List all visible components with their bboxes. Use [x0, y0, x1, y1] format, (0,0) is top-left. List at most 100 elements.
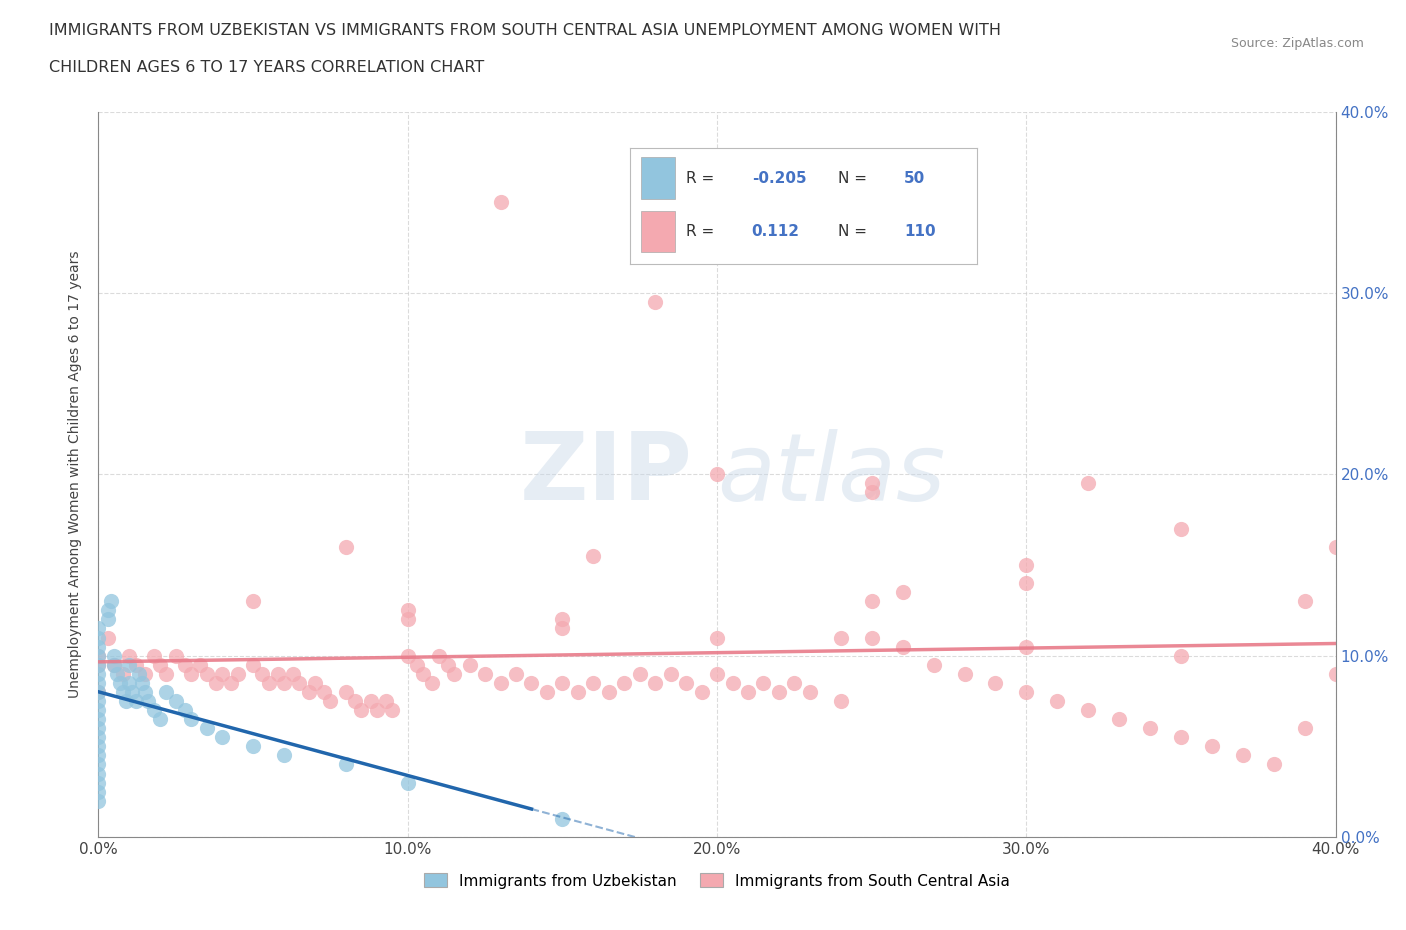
Point — [1294, 594, 1316, 609]
Point — [155, 684, 177, 699]
Text: Source: ZipAtlas.com: Source: ZipAtlas.com — [1230, 37, 1364, 50]
Point — [242, 594, 264, 609]
Point — [87, 648, 110, 663]
Point — [860, 594, 883, 609]
Point — [860, 631, 883, 645]
Point — [598, 684, 620, 699]
Point — [87, 675, 110, 690]
Point — [489, 195, 512, 210]
Point — [1170, 648, 1192, 663]
Legend: Immigrants from Uzbekistan, Immigrants from South Central Asia: Immigrants from Uzbekistan, Immigrants f… — [418, 868, 1017, 895]
Point — [105, 667, 128, 682]
Point — [582, 549, 605, 564]
Point — [1108, 711, 1130, 726]
Point — [242, 658, 264, 672]
Point — [87, 639, 110, 654]
Point — [87, 658, 110, 672]
Point — [97, 612, 120, 627]
Point — [675, 675, 697, 690]
Text: CHILDREN AGES 6 TO 17 YEARS CORRELATION CHART: CHILDREN AGES 6 TO 17 YEARS CORRELATION … — [49, 60, 485, 75]
Point — [830, 631, 852, 645]
Point — [149, 711, 172, 726]
Point — [304, 675, 326, 690]
Point — [422, 675, 444, 690]
Point — [87, 721, 110, 736]
Point — [706, 667, 728, 682]
Point — [458, 658, 481, 672]
Point — [891, 585, 914, 600]
Point — [366, 703, 388, 718]
Point — [108, 675, 131, 690]
Point — [752, 675, 775, 690]
Point — [134, 684, 156, 699]
Point — [165, 648, 187, 663]
Point — [257, 675, 280, 690]
Point — [551, 675, 574, 690]
Point — [87, 776, 110, 790]
Point — [582, 675, 605, 690]
Point — [273, 748, 295, 763]
Point — [87, 648, 110, 663]
Point — [1015, 558, 1038, 573]
Point — [87, 658, 110, 672]
Point — [87, 631, 110, 645]
Point — [427, 648, 450, 663]
Point — [690, 684, 713, 699]
Point — [644, 675, 666, 690]
Point — [314, 684, 336, 699]
Point — [87, 757, 110, 772]
Point — [1232, 748, 1254, 763]
Point — [242, 738, 264, 753]
Point — [190, 658, 212, 672]
Text: ZIP: ZIP — [519, 429, 692, 520]
Point — [87, 793, 110, 808]
Point — [87, 667, 110, 682]
Y-axis label: Unemployment Among Women with Children Ages 6 to 17 years: Unemployment Among Women with Children A… — [69, 250, 83, 698]
Point — [1170, 521, 1192, 536]
Point — [97, 631, 120, 645]
Point — [1201, 738, 1223, 753]
Point — [103, 648, 125, 663]
Point — [221, 675, 243, 690]
Point — [360, 694, 382, 709]
Point — [396, 776, 419, 790]
Point — [155, 667, 177, 682]
Point — [211, 667, 233, 682]
Point — [87, 621, 110, 636]
Point — [706, 467, 728, 482]
Point — [115, 694, 138, 709]
Point — [100, 594, 122, 609]
Point — [124, 694, 146, 709]
Point — [121, 684, 143, 699]
Point — [613, 675, 636, 690]
Point — [659, 667, 682, 682]
Point — [335, 539, 357, 554]
Point — [406, 658, 429, 672]
Point — [87, 766, 110, 781]
Point — [1324, 667, 1347, 682]
Point — [136, 694, 159, 709]
Point — [536, 684, 558, 699]
Point — [87, 684, 110, 699]
Point — [737, 684, 759, 699]
Point — [319, 694, 342, 709]
Point — [273, 675, 295, 690]
Point — [1077, 703, 1099, 718]
Point — [830, 694, 852, 709]
Point — [768, 684, 790, 699]
Point — [1015, 684, 1038, 699]
Text: atlas: atlas — [717, 429, 945, 520]
Point — [174, 703, 197, 718]
Point — [174, 658, 197, 672]
Point — [205, 675, 228, 690]
Point — [149, 658, 172, 672]
Point — [87, 703, 110, 718]
Point — [118, 648, 141, 663]
Point — [103, 658, 125, 672]
Point — [1294, 721, 1316, 736]
Point — [143, 703, 166, 718]
Point — [396, 612, 419, 627]
Point — [131, 675, 153, 690]
Point — [288, 675, 311, 690]
Point — [628, 667, 651, 682]
